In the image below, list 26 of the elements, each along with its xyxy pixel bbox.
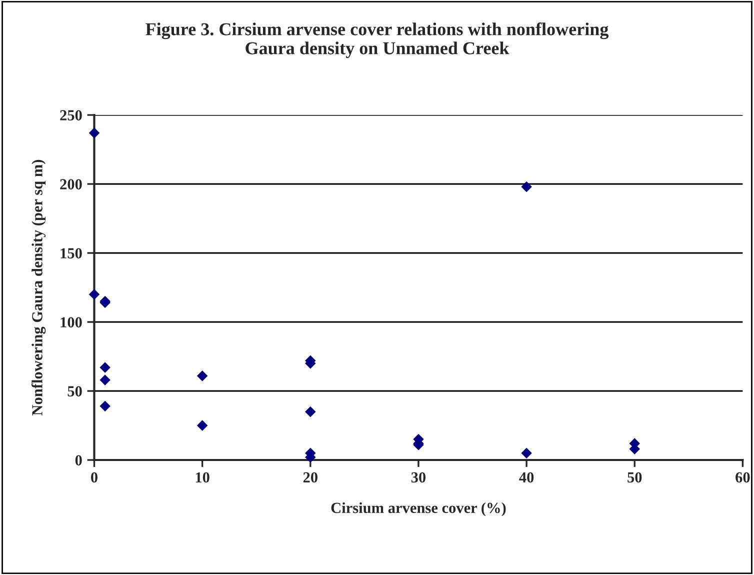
chart-title: Figure 3. Cirsium arvense cover relations with nonflowering Gaura density on Unnamed Creek [146,22,609,58]
y-axis-title: Nonflowering Gaura density (per sq m) [32,160,46,416]
point [100,362,110,373]
x-tick-label: 10 [196,472,210,483]
point [305,406,316,418]
y-tick-label: 150 [60,248,82,258]
y-tick-label: 200 [60,179,82,190]
x-tick-label: 30 [411,472,426,483]
x-tick-label: 0 [91,472,98,483]
y-tick-label: 50 [68,386,82,396]
x-tick-label: 50 [628,472,642,483]
x-axis-title: Cirsium arvense cover (%) [331,502,506,516]
point [100,400,110,412]
x-tick-label: 60 [736,472,750,483]
point [196,420,208,431]
point [521,181,532,192]
y-tick-label: 0 [75,455,82,466]
point [100,374,110,386]
point [196,370,208,382]
point [88,128,100,138]
point [88,289,100,300]
x-tick-label: 40 [519,472,534,483]
y-tick-label: 100 [60,317,82,328]
y-tick-label: 250 [60,110,82,120]
point [521,448,532,458]
x-tick-label: 20 [303,472,318,483]
